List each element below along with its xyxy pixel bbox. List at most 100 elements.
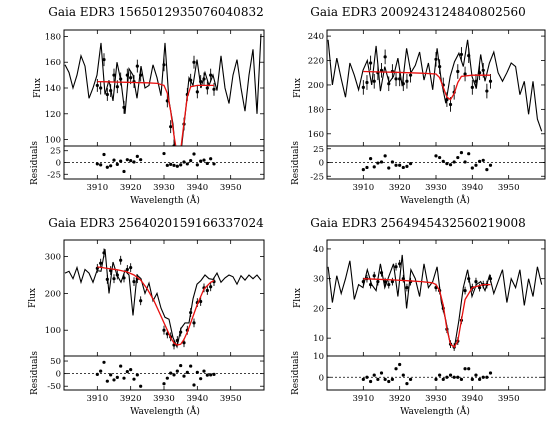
x-tick-label: 3940 (187, 183, 209, 193)
data-point (115, 273, 119, 277)
residual-y-tick-label: -25 (310, 172, 324, 182)
residual-point (172, 163, 176, 167)
data-point (205, 288, 209, 293)
data-point (105, 277, 109, 282)
residual-y-tick-label: 0 (56, 370, 61, 380)
data-point (99, 261, 103, 265)
residual-axes-frame (326, 355, 546, 391)
fit-line (363, 70, 491, 101)
main-axes-frame (63, 29, 265, 147)
residual-point (122, 169, 126, 174)
data-point (488, 277, 493, 281)
residual-point (448, 373, 453, 377)
residual-point (212, 162, 216, 166)
residual-point (102, 152, 106, 157)
residual-point (474, 163, 478, 167)
data-point (467, 54, 471, 58)
data-point (405, 79, 409, 83)
y-tick-label: 240 (308, 32, 324, 42)
data-point (189, 78, 193, 82)
data-point (135, 64, 139, 68)
data-point (383, 55, 387, 59)
residual-point (165, 376, 169, 380)
y-tick-label: 20 (313, 304, 324, 314)
residual-point (182, 160, 186, 164)
residual-point (481, 375, 485, 379)
residual-point (405, 382, 409, 386)
data-point (102, 58, 106, 62)
x-tick-label: 3910 (87, 394, 109, 404)
residual-point (192, 152, 196, 156)
residual-point (169, 162, 173, 166)
data-point (195, 90, 199, 94)
data-point (379, 68, 384, 72)
y-tick-label: 300 (45, 253, 61, 263)
x-tick-label: 3920 (389, 394, 411, 404)
residual-point (109, 164, 113, 168)
residual-point (376, 377, 380, 381)
data-point (125, 267, 129, 272)
residual-point (105, 379, 109, 383)
y-tick-label: 180 (45, 32, 61, 42)
fit-line (97, 266, 215, 346)
residual-point (169, 371, 173, 375)
data-point (99, 86, 103, 90)
residual-point (470, 377, 474, 381)
residual-point (478, 377, 482, 381)
residual-point (115, 162, 119, 166)
residual-point (202, 158, 206, 162)
residual-point (481, 158, 485, 162)
y-tick-label: 100 (45, 326, 61, 336)
residual-point (195, 163, 199, 167)
data-point (485, 89, 489, 93)
residual-point (175, 369, 179, 373)
data-point (478, 71, 482, 75)
residual-point (452, 375, 456, 379)
residual-point (125, 370, 129, 374)
data-point (109, 88, 113, 93)
data-point (405, 285, 409, 290)
y-tick-label: 30 (313, 275, 324, 285)
data-point (139, 73, 143, 77)
residual-y-tick-label: 10 (313, 352, 324, 362)
residual-point (394, 163, 398, 167)
residual-point (390, 377, 394, 381)
data-point (139, 299, 143, 303)
residual-point (361, 168, 365, 172)
residual-point (408, 162, 413, 166)
residual-point (438, 155, 442, 160)
x-tick-label: 3920 (120, 394, 142, 404)
x-tick-label: 3950 (220, 183, 242, 193)
residual-point (408, 377, 413, 381)
residual-point (488, 163, 493, 167)
residual-point (485, 375, 489, 379)
data-point (122, 276, 126, 280)
data-point (212, 87, 216, 91)
chart-panel-2: Gaia EDR3 2009243124840802560 160 180 200 22… (291, 5, 546, 206)
data-point (192, 60, 196, 64)
data-point (394, 265, 398, 269)
residual-point (205, 373, 209, 377)
residuals-axis-label: Residuals (291, 351, 301, 395)
data-point (379, 271, 384, 275)
residual-point (112, 378, 116, 382)
data-point (456, 69, 460, 74)
residual-point (463, 160, 467, 164)
residual-point (209, 157, 213, 161)
residual-point (459, 151, 464, 155)
data-point (398, 262, 402, 266)
residual-point (119, 364, 123, 368)
residuals-axis-label: Residuals (30, 141, 40, 185)
residual-y-tick-label: 50 (50, 357, 61, 367)
data-point (162, 328, 166, 332)
x-axis-label: Wavelength (Å) (400, 405, 470, 417)
data-point (369, 283, 373, 287)
residual-point (401, 373, 405, 377)
residual-point (132, 160, 136, 164)
residual-point (95, 162, 99, 166)
chart-title: Gaia EDR3 2564020159166337024 (48, 216, 264, 230)
x-axis-label: Wavelength (Å) (130, 194, 200, 206)
y-tick-label: 200 (308, 81, 324, 91)
data-point (202, 77, 206, 81)
